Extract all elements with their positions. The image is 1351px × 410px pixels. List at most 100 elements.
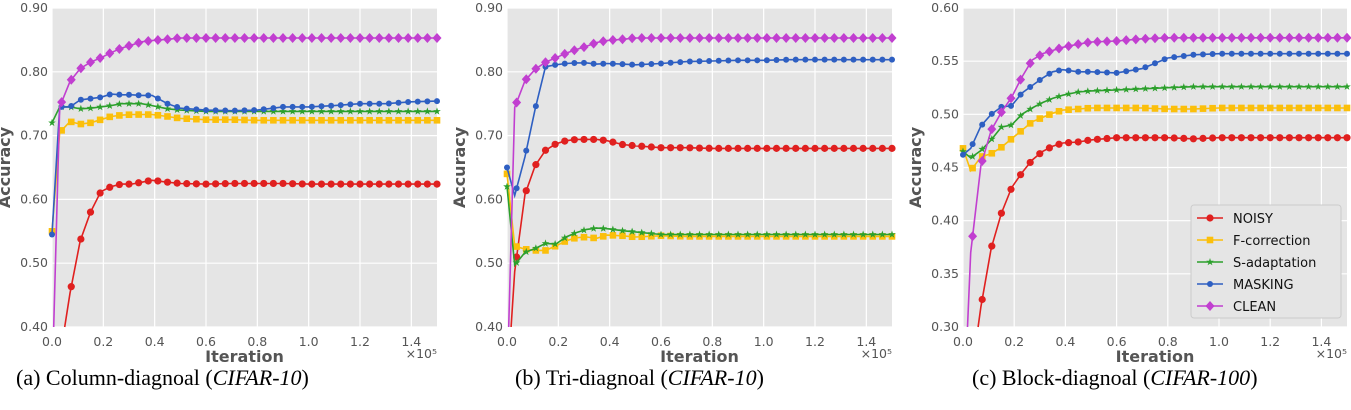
marker-star xyxy=(1036,100,1044,108)
marker-star xyxy=(997,123,1006,131)
marker-diamond xyxy=(1083,37,1093,48)
x-tick-label: 1.4 xyxy=(401,334,421,349)
series-s-adaptation xyxy=(959,82,1351,160)
marker-dot xyxy=(860,56,867,63)
marker-diamond xyxy=(1227,32,1237,43)
marker-star xyxy=(551,240,559,248)
marker-star xyxy=(96,103,104,111)
marker-star xyxy=(1189,82,1198,90)
marker-diamond xyxy=(1160,32,1170,43)
marker-dot xyxy=(154,95,161,102)
marker-dot xyxy=(68,103,75,110)
marker-diamond xyxy=(1092,36,1102,47)
marker-star xyxy=(413,107,422,115)
marker-diamond xyxy=(887,32,897,43)
marker-diamond xyxy=(569,45,579,56)
marker-star xyxy=(503,182,511,190)
marker-diamond xyxy=(278,32,288,43)
x-tick-label: 0.2 xyxy=(93,334,113,349)
marker-square xyxy=(193,115,200,123)
x-tick-label: 0.8 xyxy=(1158,334,1178,349)
marker-square xyxy=(96,116,104,124)
marker-square xyxy=(1218,104,1226,112)
marker-square xyxy=(792,233,800,240)
marker-dot xyxy=(395,99,402,106)
marker-square xyxy=(231,116,239,124)
marker-dot xyxy=(385,100,392,107)
marker-star xyxy=(637,228,646,236)
marker-square xyxy=(830,233,838,240)
marker-star xyxy=(375,107,384,115)
marker-square xyxy=(298,116,306,124)
marker-diamond xyxy=(550,53,560,64)
marker-square xyxy=(58,127,65,134)
marker-diamond xyxy=(384,32,394,43)
marker-dot xyxy=(1017,91,1024,98)
x-tick-label: 0.8 xyxy=(702,334,722,349)
marker-circle xyxy=(394,180,403,188)
marker-square xyxy=(1113,104,1120,112)
marker-square xyxy=(840,233,848,240)
marker-star xyxy=(820,230,829,238)
marker-diamond xyxy=(336,32,346,43)
x-tick-label: 1.2 xyxy=(1260,334,1280,349)
marker-circle xyxy=(997,209,1005,217)
marker-circle xyxy=(657,144,665,152)
marker-square xyxy=(404,116,412,124)
caption-text: (b) Tri-diagnoal ( xyxy=(515,365,668,390)
marker-square xyxy=(1055,107,1063,115)
marker-diamond xyxy=(608,35,618,46)
marker-star xyxy=(115,100,124,108)
marker-diamond xyxy=(297,32,307,43)
marker-star xyxy=(154,102,162,110)
marker-diamond xyxy=(1121,35,1131,46)
marker-circle xyxy=(1285,134,1293,142)
y-tick-label: 0.60 xyxy=(475,191,503,206)
marker-diamond xyxy=(1131,34,1141,45)
marker-star xyxy=(714,230,723,238)
marker-circle xyxy=(734,144,742,152)
marker-diamond xyxy=(105,48,115,59)
caption-dataset: CIFAR-10 xyxy=(212,365,302,390)
caption-text: (a) Column-diagnoal ( xyxy=(16,365,213,390)
marker-diamond xyxy=(968,231,978,242)
marker-circle xyxy=(1074,138,1082,146)
legend-entry: S-adaptation xyxy=(1197,256,1316,271)
marker-star xyxy=(686,230,694,238)
marker-star xyxy=(763,230,771,238)
marker-square xyxy=(366,116,373,124)
marker-square xyxy=(289,116,296,124)
marker-diamond xyxy=(1064,41,1074,52)
y-tick-label: 0.30 xyxy=(931,319,959,334)
marker-star xyxy=(968,152,977,160)
marker-circle xyxy=(1161,134,1169,142)
marker-star xyxy=(628,227,636,235)
marker-square xyxy=(763,233,771,240)
marker-circle xyxy=(125,180,133,188)
marker-dot xyxy=(1104,69,1110,76)
marker-dot xyxy=(1142,64,1149,71)
marker-square xyxy=(1094,104,1101,112)
legend-entry: MASKING xyxy=(1197,278,1294,293)
marker-square xyxy=(532,247,540,254)
marker-square xyxy=(1065,106,1072,113)
marker-dot xyxy=(366,100,373,107)
marker-dot xyxy=(1248,50,1254,57)
marker-dot xyxy=(308,103,315,110)
x-tick-label: 0.2 xyxy=(1004,334,1024,349)
marker-square xyxy=(988,149,996,157)
marker-dot xyxy=(1152,60,1158,67)
marker-dot xyxy=(504,164,510,171)
marker-square xyxy=(77,120,85,128)
marker-diamond xyxy=(743,32,753,43)
marker-star xyxy=(48,118,56,127)
marker-diamond xyxy=(829,32,839,43)
marker-dot xyxy=(1334,50,1341,57)
marker-circle xyxy=(541,146,550,154)
marker-star xyxy=(599,224,608,232)
marker-diamond xyxy=(1313,32,1323,43)
marker-diamond xyxy=(413,32,423,43)
marker-diamond xyxy=(579,42,589,53)
marker-circle xyxy=(1026,158,1034,167)
legend-label: CLEAN xyxy=(1233,300,1276,315)
